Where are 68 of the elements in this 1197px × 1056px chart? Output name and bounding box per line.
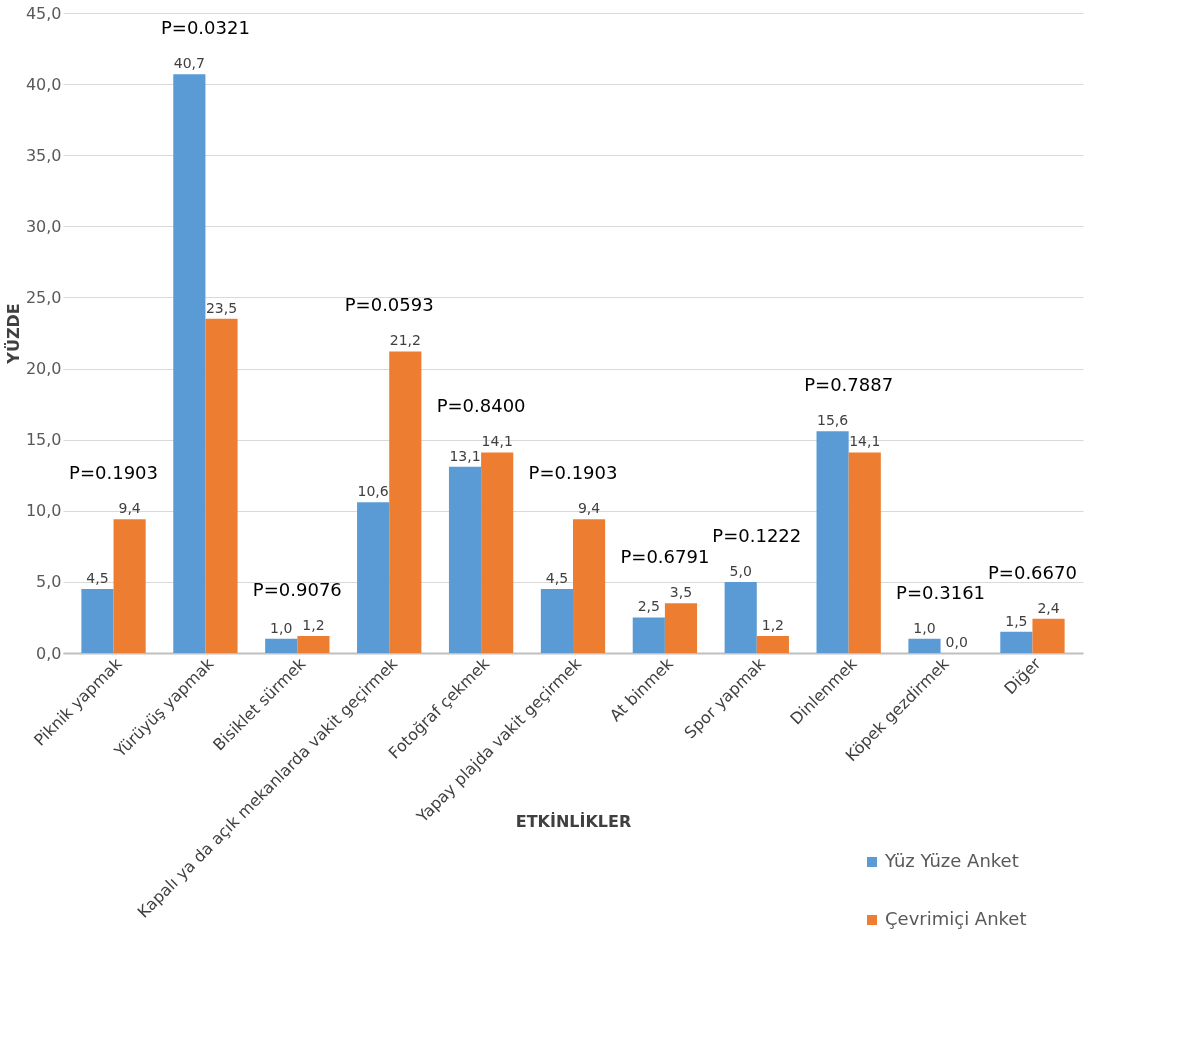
- data-label: 14,1: [849, 433, 881, 450]
- data-label: 23,5: [205, 299, 238, 316]
- data-label: 9,4: [577, 500, 601, 517]
- data-label: 21,2: [389, 332, 421, 349]
- bar: [816, 431, 849, 653]
- y-tick-label: 10,0: [25, 501, 62, 521]
- bar: [205, 318, 238, 653]
- annotation: P=0.6791: [620, 546, 710, 568]
- data-label: 4,5: [86, 570, 109, 586]
- bar: [908, 638, 941, 653]
- y-tick-label: 5,0: [36, 572, 62, 592]
- legend-label: Yüz Yüze Anket: [884, 850, 1019, 871]
- bar: [297, 635, 330, 653]
- bar: [664, 603, 698, 653]
- annotation: P=0.1903: [528, 462, 618, 484]
- bar: [756, 635, 789, 653]
- y-tick-label: 30,0: [25, 216, 62, 236]
- data-label: 4,5: [545, 570, 569, 586]
- data-label: 3,5: [669, 584, 693, 601]
- data-label: 2,4: [1037, 599, 1060, 616]
- data-label: 1,2: [761, 616, 784, 633]
- y-tick-label: 40,0: [25, 74, 62, 94]
- legend-label: Çevrimiçi Anket: [885, 908, 1027, 929]
- y-tick-label: 0,0: [36, 643, 62, 663]
- annotation: P=0.9076: [252, 578, 342, 600]
- bar: [113, 519, 146, 653]
- annotation: P=0.8400: [436, 395, 526, 417]
- data-label: 10,6: [357, 483, 389, 500]
- data-label: 5,0: [729, 562, 752, 579]
- data-label: 0,0: [945, 634, 968, 650]
- data-label: 40,7: [173, 55, 205, 72]
- annotation: P=0.7887: [804, 374, 894, 396]
- annotation: P=0.3161: [896, 581, 986, 603]
- bar: [1000, 631, 1033, 653]
- bar: [448, 466, 482, 653]
- bar: [540, 589, 573, 653]
- data-label: 15,6: [817, 412, 849, 429]
- bar: [389, 351, 422, 653]
- bar: [265, 638, 298, 653]
- y-tick-label: 25,0: [25, 287, 62, 307]
- y-tick-label: 20,0: [25, 359, 62, 379]
- y-tick-label: 15,0: [25, 430, 62, 450]
- bar: [632, 617, 665, 653]
- bar: [848, 452, 881, 653]
- data-label: 1,2: [302, 616, 325, 633]
- data-label: 2,5: [637, 598, 660, 615]
- bar: [173, 74, 206, 653]
- y-axis-title: YÜZDE: [3, 303, 23, 365]
- annotation: P=0.1222: [712, 524, 802, 546]
- data-label: 1,0: [270, 619, 293, 636]
- bar: [357, 502, 390, 653]
- annotation: P=0.0593: [344, 294, 434, 316]
- bar: [573, 519, 606, 653]
- data-label: 1,5: [1005, 612, 1028, 629]
- data-label: 13,1: [449, 447, 481, 464]
- bar: [81, 589, 114, 653]
- x-axis-title: ETKİNLİKLER: [515, 811, 632, 831]
- bar: [1032, 618, 1065, 653]
- annotation: P=0.6670: [988, 561, 1077, 583]
- annotation: P=0.0321: [160, 17, 250, 39]
- data-label: 9,4: [118, 500, 141, 517]
- bar: [481, 452, 514, 653]
- bar: [724, 581, 757, 653]
- data-label: 14,1: [481, 433, 513, 450]
- y-tick-label: 35,0: [25, 145, 62, 165]
- annotation: P=0.1903: [69, 462, 158, 484]
- data-label: 1,0: [913, 619, 936, 636]
- y-tick-label: 45,0: [25, 3, 62, 23]
